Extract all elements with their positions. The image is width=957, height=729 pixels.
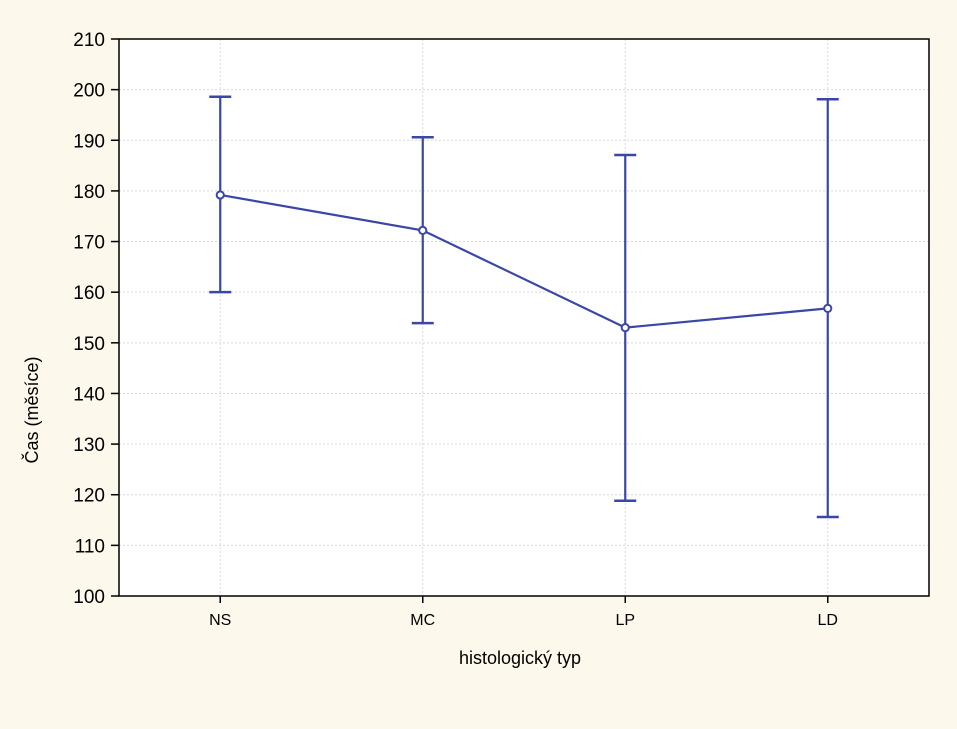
x-axis-label: histologický typ bbox=[459, 648, 581, 668]
x-axis: NS MC LP LD bbox=[209, 596, 838, 629]
y-tick-label: 130 bbox=[73, 435, 105, 456]
data-point bbox=[418, 225, 428, 236]
data-point bbox=[823, 303, 833, 313]
data-point bbox=[215, 190, 225, 200]
y-axis-label: Čas (měsíce) bbox=[21, 356, 42, 463]
x-tick-label: NS bbox=[209, 612, 231, 629]
y-tick-label: 120 bbox=[73, 486, 105, 507]
x-tick-label: MC bbox=[410, 612, 435, 629]
y-tick-label: 200 bbox=[73, 81, 105, 102]
plot-area bbox=[119, 39, 929, 596]
y-tick-label: 110 bbox=[75, 536, 105, 557]
y-tick-label: 150 bbox=[73, 334, 105, 355]
y-tick-label: 100 bbox=[73, 587, 105, 608]
y-tick-label: 160 bbox=[73, 283, 105, 304]
x-tick-label: LD bbox=[818, 612, 838, 629]
y-axis: 100 110 120 130 140 150 160 170 180 190 200 210 bbox=[73, 30, 119, 608]
y-tick-label: 210 bbox=[73, 30, 105, 51]
y-tick-label: 190 bbox=[73, 131, 105, 152]
series-layer bbox=[209, 95, 839, 519]
plot-frame bbox=[118, 38, 930, 597]
data-point bbox=[620, 323, 630, 333]
y-tick-label: 180 bbox=[73, 182, 105, 203]
y-tick-label: 140 bbox=[73, 384, 105, 405]
y-tick-label: 170 bbox=[73, 233, 105, 254]
series-line bbox=[220, 193, 828, 329]
x-tick-label: LP bbox=[615, 612, 635, 629]
